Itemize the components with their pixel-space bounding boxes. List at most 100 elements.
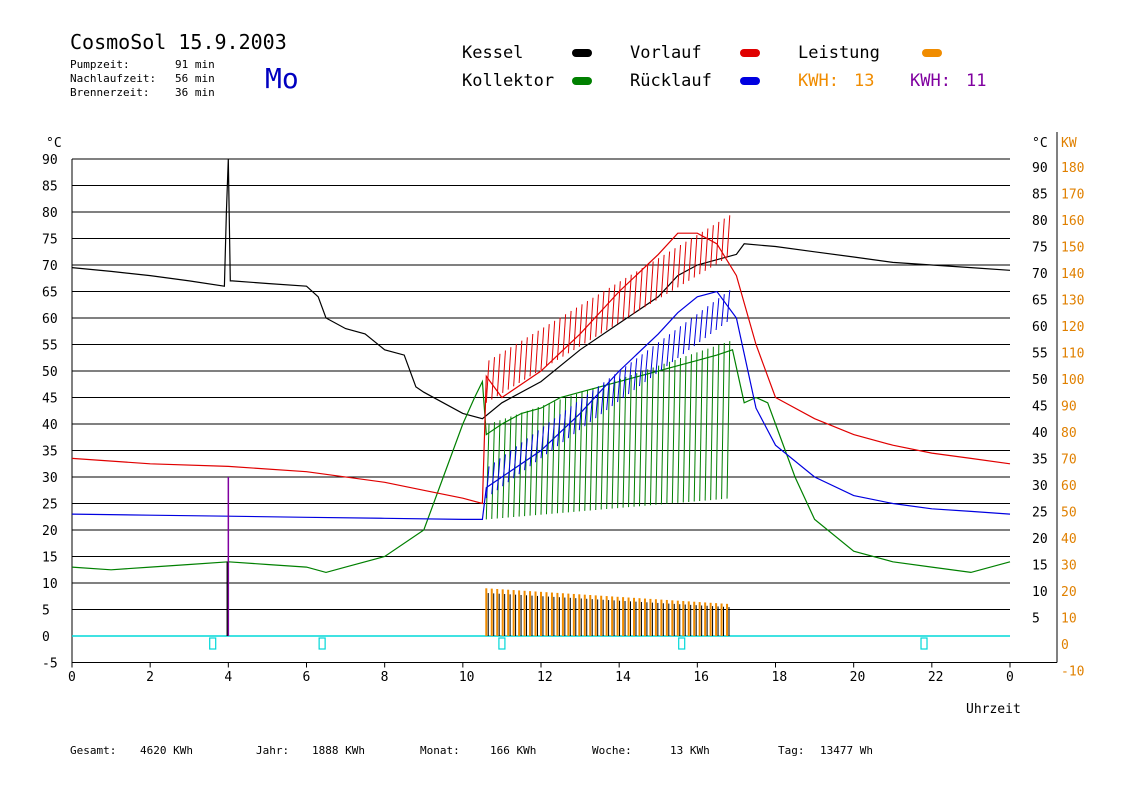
return-pulse <box>491 462 495 495</box>
flow-pulse <box>699 231 703 275</box>
collector-pulse <box>540 405 545 515</box>
x-tick-label: 6 <box>303 670 311 685</box>
stat-label: Brennerzeit: <box>70 86 150 99</box>
flow-pulse <box>529 333 534 377</box>
return-pulse <box>660 338 665 371</box>
legend-label: Kollektor <box>462 71 555 91</box>
series-line <box>71 232 1011 505</box>
collector-pulse <box>622 376 627 508</box>
collector-pulse <box>671 359 676 504</box>
stat-value: 36 min <box>175 86 215 99</box>
return-pulse <box>524 438 528 471</box>
flow-pulse <box>513 343 517 387</box>
flow-pulse <box>644 264 649 308</box>
y-tick-label-right-kw: 30 <box>1061 559 1077 574</box>
collector-pulse <box>518 412 523 517</box>
return-pulse <box>644 350 649 383</box>
collector-pulse <box>655 365 660 505</box>
collector-pulse <box>666 361 671 504</box>
y-tick-label-right-c: 70 <box>1032 267 1048 282</box>
flow-pulse <box>671 248 676 291</box>
footer-value: 13477 Wh <box>820 744 873 757</box>
collector-pulse <box>600 384 605 510</box>
return-pulse <box>677 326 682 359</box>
x-axis-label: Uhrzeit <box>966 702 1021 717</box>
footer-label: Tag: <box>778 744 805 757</box>
series-line <box>71 290 1011 521</box>
collector-pulse <box>715 344 720 500</box>
return-pulse <box>655 342 660 375</box>
legend-label: Rücklauf <box>630 71 712 91</box>
y-tick-label-left: 65 <box>42 286 58 301</box>
y-tick-label-right-kw: 140 <box>1061 267 1084 282</box>
flow-pulse <box>617 281 621 324</box>
y-tick-label-right-c: 65 <box>1032 294 1048 309</box>
collector-pulse <box>551 401 556 514</box>
flow-pulse <box>551 320 556 364</box>
y-tick-label-left: 70 <box>42 259 58 274</box>
return-pulse <box>540 426 545 459</box>
y-tick-label-left: 40 <box>42 418 58 433</box>
y-tick-label-right-c: 60 <box>1032 320 1048 335</box>
footer-value: 1888 KWh <box>312 744 365 757</box>
return-pulse <box>496 458 501 491</box>
flow-pulse <box>507 347 512 390</box>
collector-pulse <box>529 408 534 516</box>
y-tick-label-right-kw: 80 <box>1061 426 1077 441</box>
return-pulse <box>704 306 709 339</box>
y-tick-label-left: 80 <box>42 206 58 221</box>
x-tick-label: 10 <box>459 670 475 685</box>
flow-pulse <box>638 268 643 311</box>
y-tick-label-right-c: 15 <box>1032 559 1048 574</box>
x-tick-label: 0 <box>68 670 76 685</box>
flow-pulse <box>491 357 495 400</box>
y-tick-label-left: 75 <box>42 233 58 248</box>
kwh-value: 13 <box>854 71 875 91</box>
legend-label: Kessel <box>462 43 524 63</box>
x-tick-label: 18 <box>772 670 788 685</box>
flow-pulse <box>710 225 714 268</box>
y-tick-label-right-c: 90 <box>1032 161 1048 176</box>
flow-pulse <box>578 304 583 347</box>
return-pulse <box>721 294 725 327</box>
flow-pulse <box>595 294 599 337</box>
y-tick-label-right-c: 25 <box>1032 506 1048 521</box>
stat-label: Nachlaufzeit: <box>70 72 157 85</box>
x-tick-label: 8 <box>381 670 389 685</box>
flow-pulse <box>682 241 687 285</box>
return-pulse <box>682 322 687 355</box>
y-tick-label-right-c: 45 <box>1032 400 1048 415</box>
return-pulse <box>633 358 638 391</box>
return-pulse <box>545 422 550 455</box>
y-unit-right-kw: KW <box>1061 136 1077 151</box>
flow-pulse <box>502 350 506 393</box>
y-tick-label-right-c: 50 <box>1032 373 1048 388</box>
stat-value: 56 min <box>175 72 215 85</box>
collector-pulse <box>578 391 583 512</box>
y-tick-label-right-c: 40 <box>1032 426 1048 441</box>
y-tick-label-right-c: 75 <box>1032 241 1048 256</box>
collector-pulse <box>485 423 490 520</box>
return-pulse <box>518 442 523 475</box>
flow-pulse <box>688 238 692 281</box>
flow-pulse <box>704 228 709 271</box>
collector-pulse <box>638 371 643 507</box>
flow-pulse <box>485 360 490 403</box>
pump-marker <box>498 637 506 650</box>
return-pulse <box>699 310 703 343</box>
return-pulse <box>611 374 616 407</box>
flow-pulse <box>693 235 698 278</box>
pump-marker <box>678 637 686 650</box>
flow-pulse <box>518 340 523 384</box>
day-label: Mo <box>265 62 299 95</box>
return-pulse <box>638 354 643 387</box>
y-tick-label-right-c: 35 <box>1032 453 1048 468</box>
footer-value: 4620 KWh <box>140 744 193 757</box>
y-tick-label-left: 30 <box>42 471 58 486</box>
collector-pulse <box>535 407 539 516</box>
x-tick-label: 22 <box>928 670 944 685</box>
return-pulse <box>507 450 512 483</box>
y-tick-label-left: 15 <box>42 551 58 566</box>
footer-value: 166 KWh <box>490 744 537 757</box>
flow-pulse <box>628 274 632 318</box>
